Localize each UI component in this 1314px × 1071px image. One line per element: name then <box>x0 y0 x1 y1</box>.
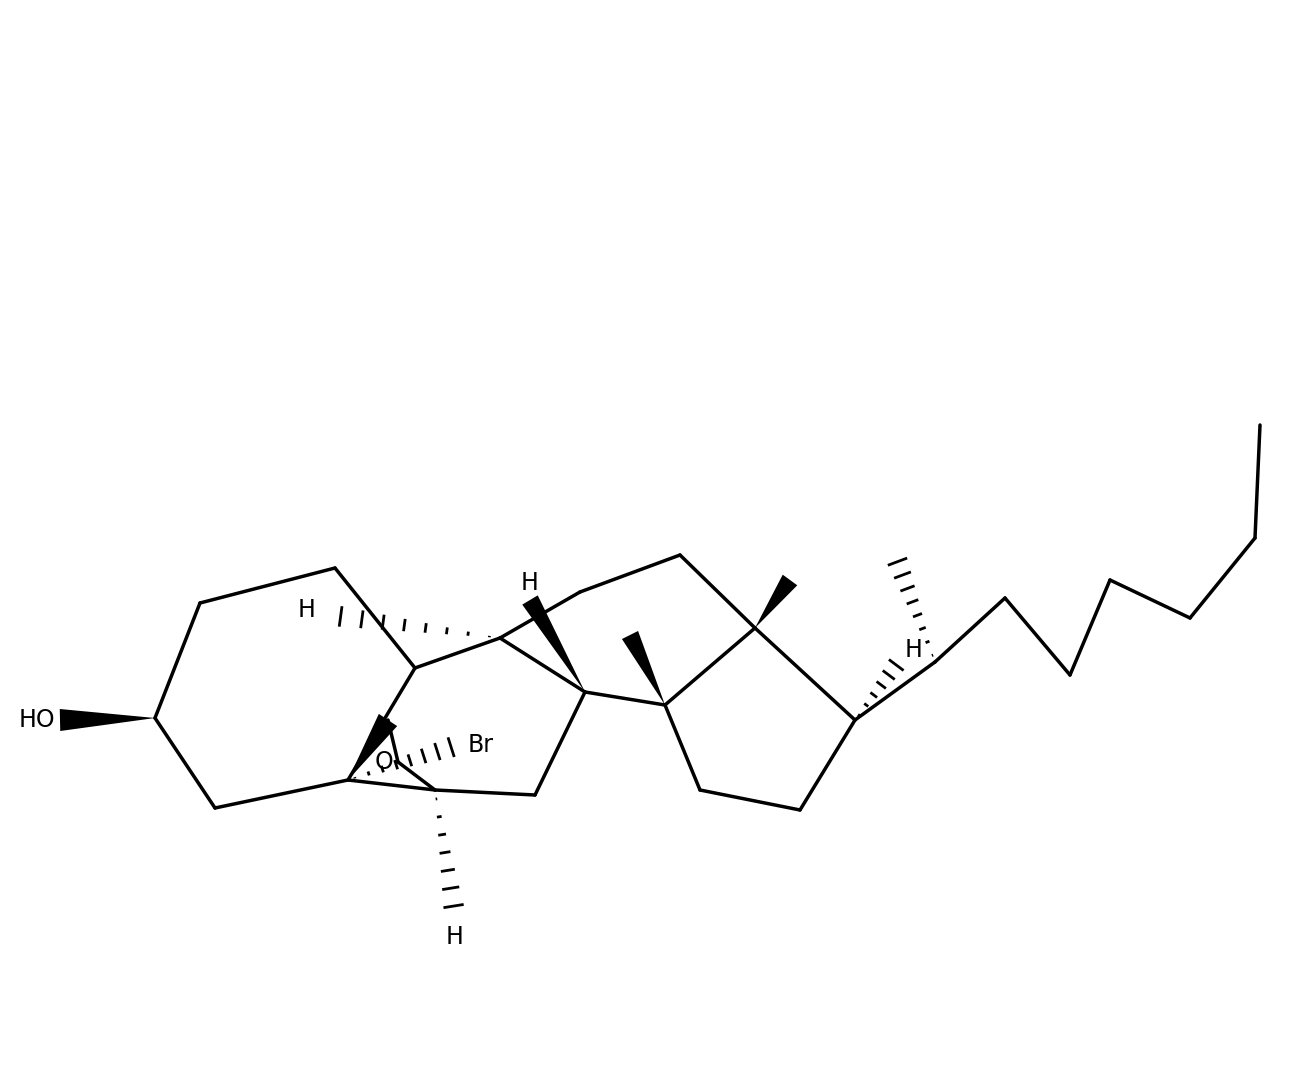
Text: HO: HO <box>18 708 55 731</box>
Polygon shape <box>59 709 155 731</box>
Text: O: O <box>374 750 393 774</box>
Text: H: H <box>905 638 922 662</box>
Polygon shape <box>756 575 798 628</box>
Text: H: H <box>445 925 464 949</box>
Text: H: H <box>297 598 315 622</box>
Polygon shape <box>348 714 397 780</box>
Polygon shape <box>622 631 665 705</box>
Polygon shape <box>522 595 585 692</box>
Text: Br: Br <box>468 733 494 757</box>
Text: H: H <box>522 571 539 595</box>
